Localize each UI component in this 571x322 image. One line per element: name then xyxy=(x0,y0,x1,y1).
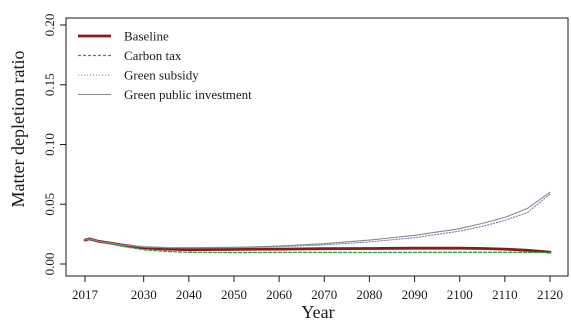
x-tick-label: 2070 xyxy=(311,287,337,302)
y-tick-label: 0.10 xyxy=(42,133,57,156)
y-axis-label: Matter depletion ratio xyxy=(8,51,28,208)
x-tick-label: 2090 xyxy=(402,287,428,302)
y-tick-label: 0.00 xyxy=(42,253,57,276)
series-line-green-subsidy xyxy=(84,193,551,249)
x-tick-label: 2080 xyxy=(356,287,382,302)
x-tick-label: 2030 xyxy=(131,287,157,302)
x-tick-label: 2120 xyxy=(537,287,563,302)
x-tick-label: 2110 xyxy=(492,287,518,302)
plot-frame xyxy=(65,17,569,277)
series-line-green-public-investment xyxy=(84,191,551,249)
y-tick-label: 0.15 xyxy=(42,73,57,96)
x-tick-label: 2100 xyxy=(447,287,473,302)
x-tick-label: 2060 xyxy=(266,287,292,302)
legend-label: Baseline xyxy=(124,29,169,44)
x-axis-label: Year xyxy=(301,302,334,322)
legend-label: Carbon tax xyxy=(124,48,182,63)
x-tick-label: 2050 xyxy=(221,287,247,302)
x-tick-label: 2017 xyxy=(72,287,99,302)
y-tick-label: 0.05 xyxy=(42,193,57,216)
series-line-carbon-tax xyxy=(84,238,551,254)
x-tick-label: 2040 xyxy=(176,287,202,302)
legend-label: Green subsidy xyxy=(124,68,199,83)
legend-label: Green public investment xyxy=(124,87,252,102)
y-tick-label: 0.20 xyxy=(42,14,57,37)
